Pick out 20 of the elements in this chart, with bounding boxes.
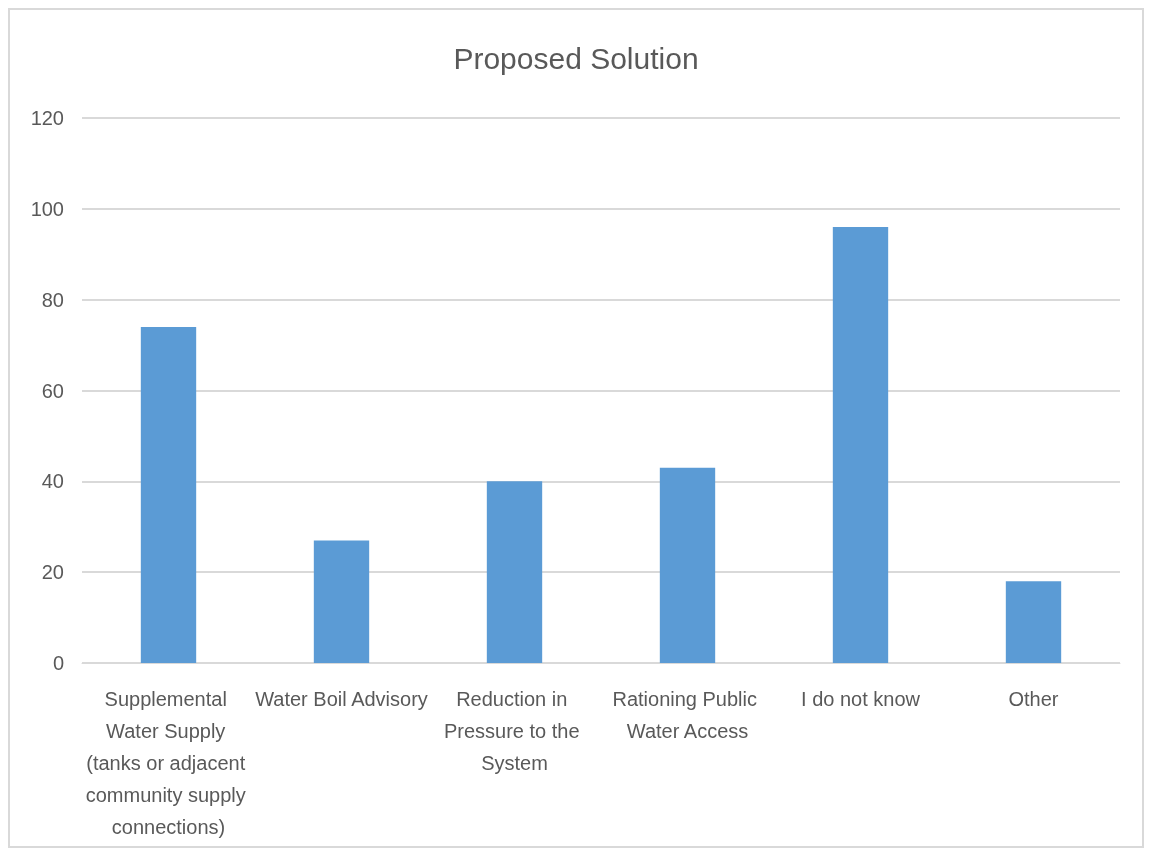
y-tick-label: 60: [41, 379, 64, 402]
bar: [832, 227, 889, 663]
bar: [659, 467, 716, 663]
x-tick-label: Reduction in Pressure to the System: [443, 688, 586, 774]
x-tick-label: I do not know: [801, 688, 921, 710]
chart-title: Proposed Solution: [453, 41, 699, 75]
x-tick-label: Supplemental Water Supply (tanks or adjacent community supply connections): [85, 688, 252, 838]
y-tick-label: 80: [41, 288, 64, 311]
y-tick-label: 20: [41, 561, 64, 584]
x-tick-label: Rationing Public Water Access: [612, 688, 763, 742]
y-tick-label: 0: [52, 652, 64, 674]
y-tick-label: 40: [41, 470, 64, 493]
bar: [140, 326, 197, 663]
y-tick-label: 100: [30, 197, 64, 220]
bar: [1005, 581, 1062, 663]
bar: [486, 481, 543, 663]
x-tick-label: Other: [1008, 688, 1059, 710]
bar: [313, 540, 370, 663]
y-tick-label: 120: [30, 107, 64, 129]
x-tick-label: Water Boil Advisory: [255, 688, 428, 710]
